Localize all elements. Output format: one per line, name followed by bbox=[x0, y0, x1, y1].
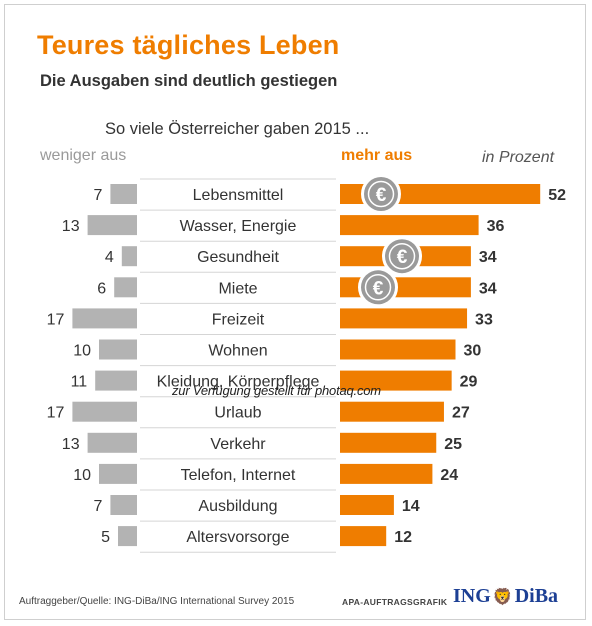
category-label: Telefon, Internet bbox=[181, 467, 296, 484]
label-more: 29 bbox=[460, 374, 478, 391]
bar-less bbox=[114, 277, 137, 298]
bar-more bbox=[340, 370, 452, 391]
label-less: 7 bbox=[93, 498, 102, 515]
lion-icon: 🦁 bbox=[492, 589, 513, 606]
category-label: Urlaub bbox=[214, 405, 261, 422]
euro-symbol: € bbox=[397, 247, 408, 268]
logo-ing: ING bbox=[453, 585, 491, 607]
legend-less: weniger aus bbox=[40, 147, 127, 164]
bar-less bbox=[99, 339, 137, 360]
bar-less bbox=[95, 370, 137, 391]
category-label: Lebensmittel bbox=[193, 187, 284, 204]
label-less: 13 bbox=[62, 218, 80, 235]
bar-less bbox=[87, 215, 137, 236]
euro-coin-ring bbox=[388, 242, 416, 270]
category-label: Ausbildung bbox=[198, 498, 277, 515]
category-label: Verkehr bbox=[210, 436, 266, 453]
label-more: 34 bbox=[479, 249, 497, 266]
label-less: 13 bbox=[62, 436, 80, 453]
bar-more bbox=[340, 526, 387, 547]
label-more: 30 bbox=[464, 343, 482, 360]
bar-more bbox=[340, 339, 456, 360]
bar-more bbox=[340, 495, 394, 515]
label-less: 11 bbox=[71, 374, 88, 391]
category-label: Altersvorsorge bbox=[186, 529, 289, 546]
chart-subtitle: Die Ausgaben sind deutlich gestiegen bbox=[40, 72, 338, 90]
bar-less bbox=[110, 495, 137, 515]
euro-symbol: € bbox=[376, 185, 387, 206]
bar-less bbox=[99, 463, 137, 484]
legend-unit: in Prozent bbox=[482, 149, 555, 166]
bar-less bbox=[110, 184, 137, 204]
label-less: 5 bbox=[101, 529, 110, 546]
label-less: 17 bbox=[47, 311, 65, 328]
ing-diba-logo: ING 🦁 DiBa bbox=[453, 585, 558, 608]
category-label: Wohnen bbox=[208, 343, 267, 360]
logo-diba: DiBa bbox=[514, 585, 559, 607]
category-label: Miete bbox=[218, 280, 257, 297]
bar-less bbox=[72, 308, 137, 329]
chart-title: Teures tägliches Leben bbox=[37, 30, 340, 60]
bar-more bbox=[340, 308, 468, 329]
label-less: 6 bbox=[97, 280, 106, 297]
bar-more bbox=[340, 401, 444, 422]
euro-symbol: € bbox=[373, 278, 384, 299]
label-more: 24 bbox=[440, 467, 458, 484]
bar-more bbox=[340, 432, 437, 453]
chart-question: So viele Österreicher gaben 2015 ... bbox=[105, 120, 370, 138]
label-more: 52 bbox=[548, 187, 566, 204]
bar-less bbox=[72, 401, 137, 422]
label-less: 10 bbox=[73, 343, 91, 360]
label-less: 17 bbox=[47, 405, 65, 422]
label-less: 10 bbox=[73, 467, 91, 484]
label-more: 36 bbox=[487, 218, 505, 235]
legend-more: mehr aus bbox=[341, 147, 413, 164]
label-less: 4 bbox=[105, 249, 114, 266]
label-more: 12 bbox=[394, 529, 412, 546]
bar-less bbox=[118, 526, 137, 547]
label-more: 14 bbox=[402, 498, 420, 515]
category-label: Kleidung, Körperpflege bbox=[157, 374, 320, 391]
category-label: Wasser, Energie bbox=[180, 218, 297, 235]
label-more: 27 bbox=[452, 405, 470, 422]
watermark-text: zur Verfügung gestellt für photaq.com bbox=[172, 383, 381, 398]
label-more: 25 bbox=[444, 436, 462, 453]
footer-apa: APA-AUFTRAGSGRAFIK bbox=[342, 597, 448, 607]
bar-less bbox=[121, 246, 137, 267]
euro-coin-ring bbox=[367, 180, 395, 208]
category-label: Gesundheit bbox=[197, 249, 279, 266]
label-less: 7 bbox=[93, 187, 102, 204]
footer-source: Auftraggeber/Quelle: ING-DiBa/ING Intern… bbox=[19, 596, 295, 607]
bar-more bbox=[340, 215, 479, 236]
euro-coin-ring bbox=[364, 274, 392, 301]
label-more: 33 bbox=[475, 311, 493, 328]
bar-less bbox=[87, 432, 137, 453]
category-label: Freizeit bbox=[212, 311, 265, 328]
label-more: 34 bbox=[479, 280, 497, 297]
bar-more bbox=[340, 463, 433, 484]
